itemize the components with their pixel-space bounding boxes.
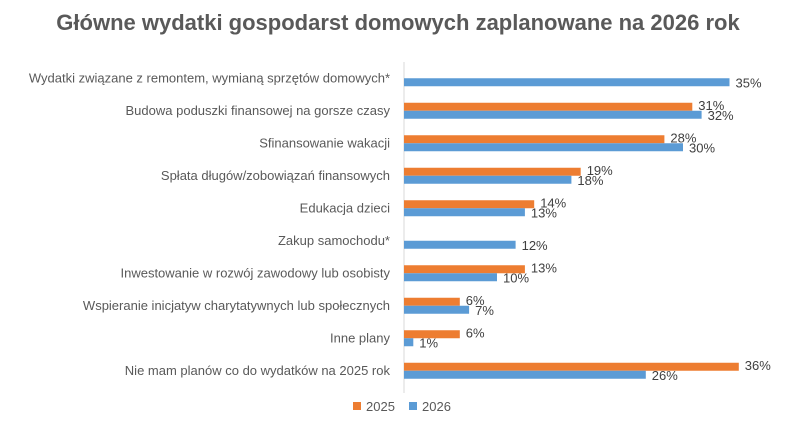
data-label-2026: 30%	[689, 140, 715, 155]
category-label: Budowa poduszki finansowej na gorsze cza…	[126, 103, 391, 118]
legend-label-2025: 2025	[366, 399, 395, 414]
category-label: Edukacja dzieci	[300, 200, 390, 215]
bar-2025	[404, 362, 739, 371]
data-label-2026: 13%	[531, 205, 557, 220]
data-label-2026: 1%	[419, 335, 438, 350]
bar-2026	[404, 208, 525, 217]
data-label-2025: 13%	[531, 260, 557, 275]
bar-2025	[404, 135, 665, 144]
bar-2026	[404, 110, 702, 119]
bar-2026	[404, 370, 646, 379]
data-label-2026: 18%	[577, 173, 603, 188]
data-label-2026: 32%	[708, 108, 734, 123]
data-label-2025: 14%	[540, 195, 566, 210]
category-label: Wydatki związane z remontem, wymianą spr…	[29, 70, 390, 85]
bar-2025	[404, 200, 535, 209]
category-label: Wspieranie inicjatyw charytatywnych lub …	[83, 298, 390, 313]
bar-2026	[404, 175, 572, 184]
data-label-2025: 28%	[670, 130, 696, 145]
legend-label-2026: 2026	[422, 399, 451, 414]
category-label: Inwestowanie w rozwój zawodowy lub osobi…	[120, 265, 390, 280]
data-label-2026: 10%	[503, 270, 529, 285]
bar-2026	[404, 143, 683, 152]
bar-2025	[404, 297, 460, 306]
legend-swatch-2025	[353, 402, 361, 410]
data-label-2025: 6%	[466, 293, 485, 308]
bar-2025	[404, 102, 693, 111]
category-label: Spłata długów/zobowiązań finansowych	[161, 168, 390, 183]
data-label-2025: 6%	[466, 325, 485, 340]
data-label-2026: 26%	[652, 368, 678, 383]
category-label: Inne plany	[330, 330, 390, 345]
data-label-2026: 12%	[522, 238, 548, 253]
data-label-2026: 35%	[736, 75, 762, 90]
bar-2026	[404, 305, 470, 314]
category-label: Nie mam planów co do wydatków na 2025 ro…	[125, 363, 391, 378]
category-label: Zakup samochodu*	[278, 233, 390, 248]
bar-2025	[404, 330, 460, 339]
legend-swatch-2026	[409, 402, 417, 410]
bar-2026	[404, 78, 730, 87]
bar-2026	[404, 338, 414, 347]
bar-2026	[404, 240, 516, 249]
data-label-2025: 31%	[698, 98, 724, 113]
data-label-2025: 36%	[745, 358, 771, 373]
bar-2025	[404, 265, 525, 274]
data-label-2025: 19%	[587, 163, 613, 178]
data-label-2026: 7%	[475, 303, 494, 318]
chart-title: Główne wydatki gospodarst domowych zapla…	[56, 10, 740, 35]
bar-2025	[404, 167, 581, 176]
bar-2026	[404, 273, 497, 282]
category-label: Sfinansowanie wakacji	[259, 135, 390, 150]
